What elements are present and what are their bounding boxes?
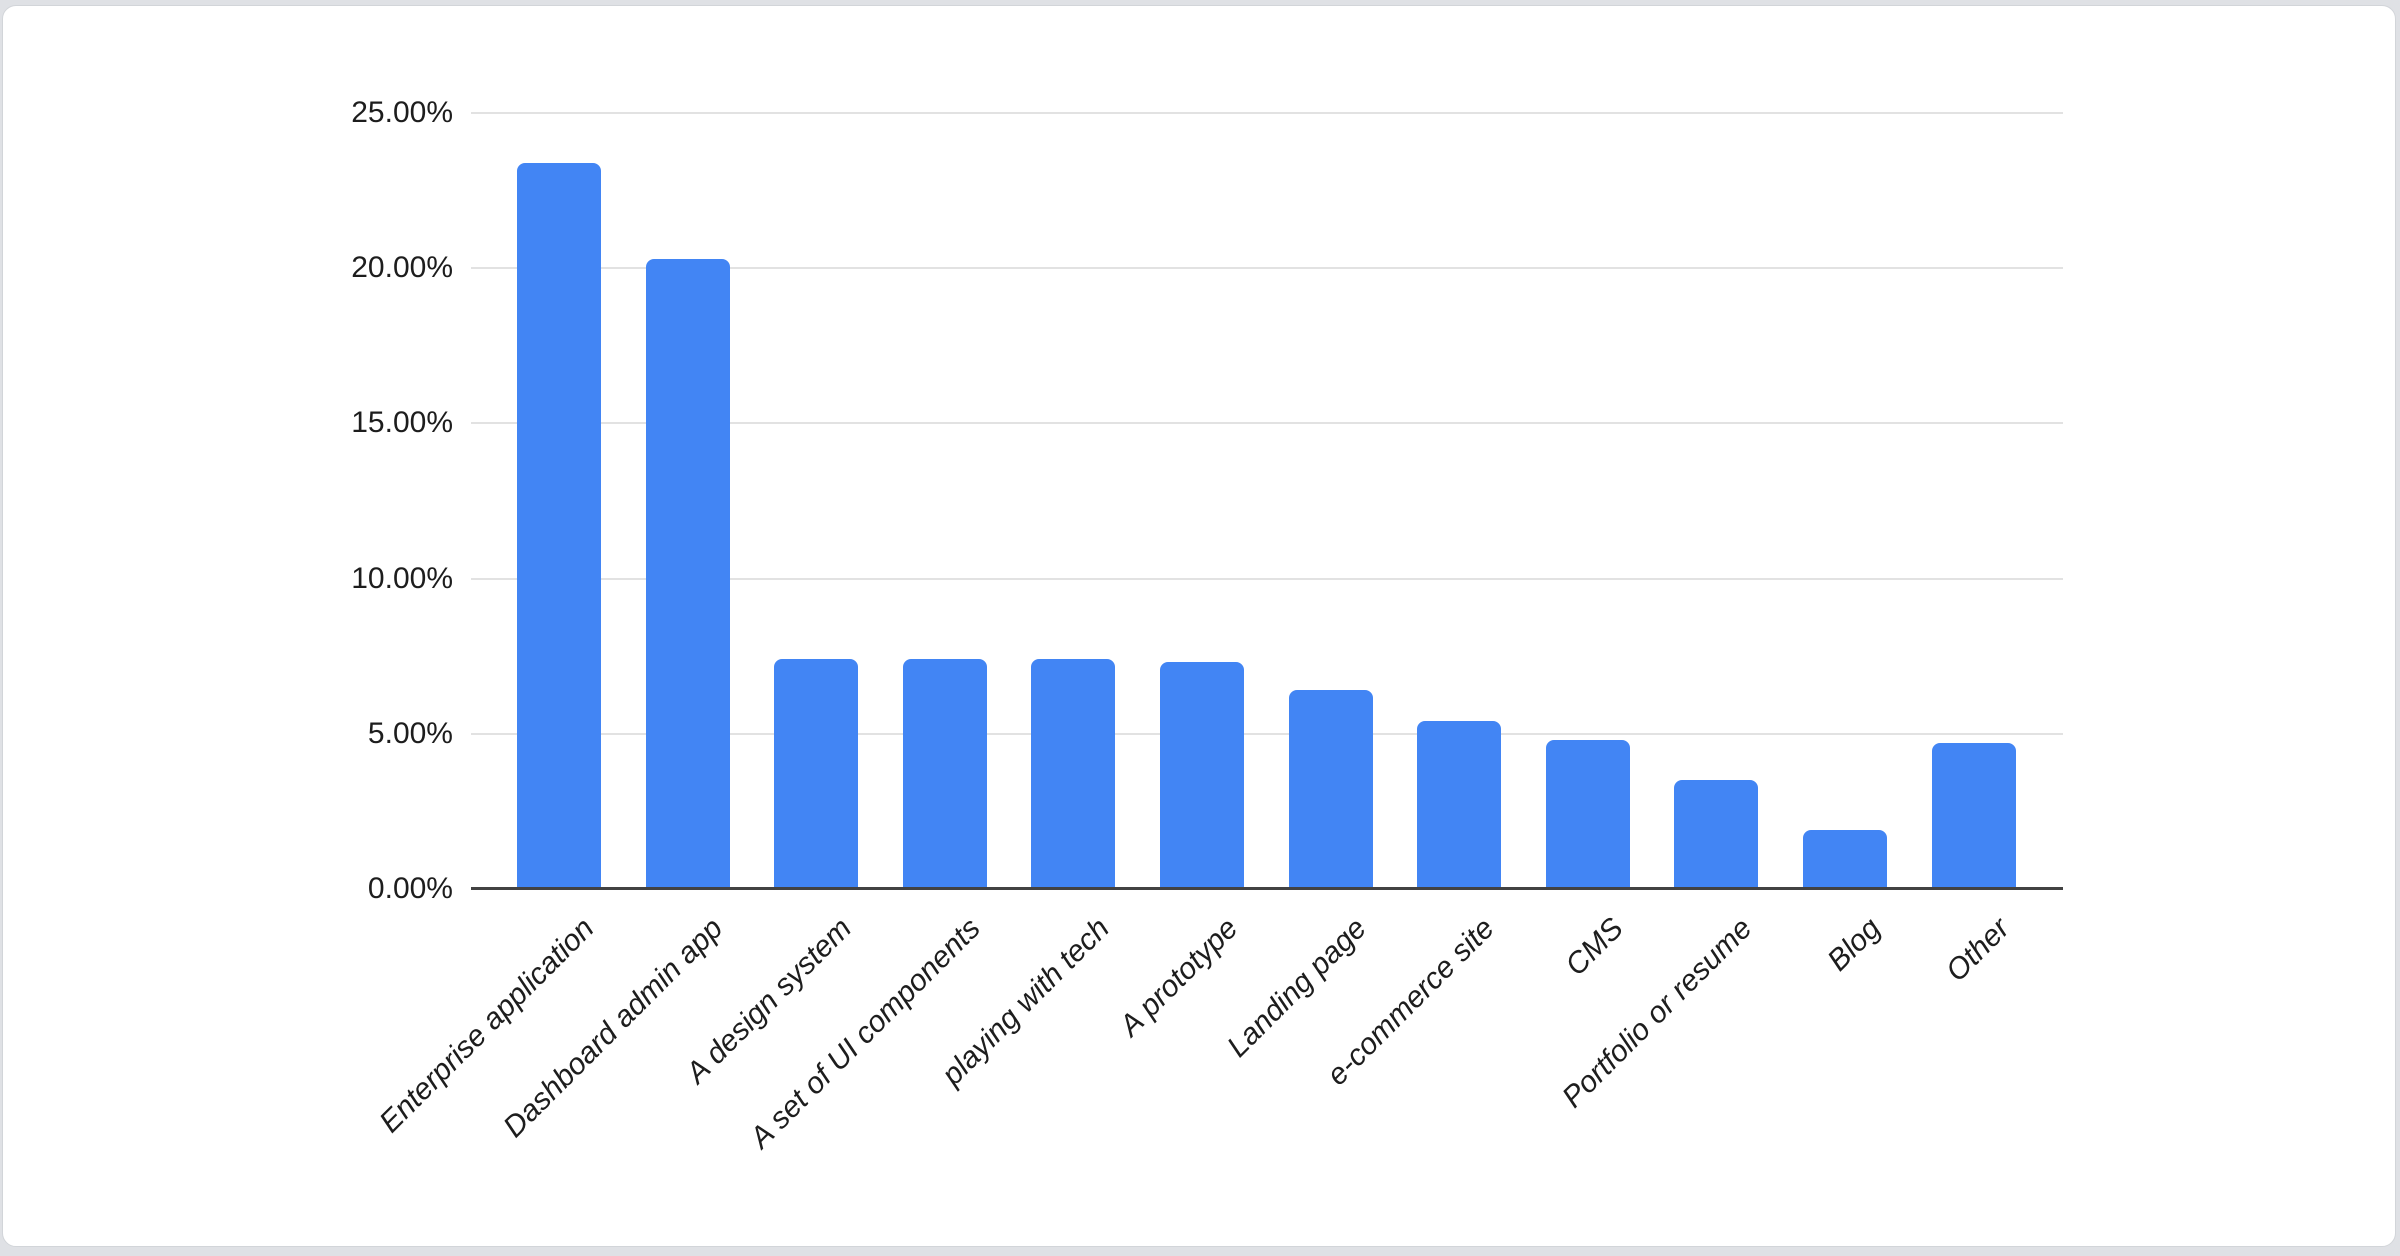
bar-landing-page[interactable] [1288,690,1373,889]
gridline [471,577,2063,580]
bar-cms[interactable] [1545,740,1630,889]
bar-blog[interactable] [1803,830,1887,889]
x-axis-baseline [471,887,2063,890]
bar-a-prototype[interactable] [1160,662,1244,889]
x-axis-category-label: Enterprise application [373,911,602,1140]
bar-playing-with-tech[interactable] [1031,659,1116,889]
gridline [471,732,2063,735]
y-axis-tick-label: 10.00% [351,561,453,595]
x-axis-category-label: A set of UI components [743,911,987,1155]
x-axis-category-label: Dashboard admin app [497,911,730,1144]
bar-chart: Enterprise application Dashboard admin ap… [3,6,2395,1246]
bar-enterprise-application[interactable] [517,162,601,889]
x-axis-category-label: Blog [1821,911,1888,978]
y-axis-tick-label: 0.00% [367,872,453,905]
y-axis-tick-label: 5.00% [367,716,453,750]
bar-other[interactable] [1931,743,2016,889]
bar-portfolio-or-resume[interactable] [1674,780,1759,889]
y-axis-tick-label: 25.00% [351,96,453,129]
plot-area: Enterprise application Dashboard admin ap… [374,112,2063,1155]
x-axis-category-label: CMS [1559,911,1630,983]
gridline [471,267,2063,270]
y-axis-tick-label: 15.00% [351,406,453,440]
gridline [471,422,2063,425]
bar-e-commerce-site[interactable] [1417,721,1502,889]
x-axis-category-label: Other [1939,911,2016,989]
chart-card: Enterprise application Dashboard admin ap… [2,5,2396,1247]
x-axis-category-label: A prototype [1112,911,1245,1043]
gridline [471,112,2063,114]
bar-a-design-system[interactable] [774,659,859,889]
bar-a-set-of-ui-components[interactable] [902,659,987,889]
bar-dashboard-admin-app[interactable] [645,258,730,889]
y-axis-tick-label: 20.00% [351,251,453,285]
